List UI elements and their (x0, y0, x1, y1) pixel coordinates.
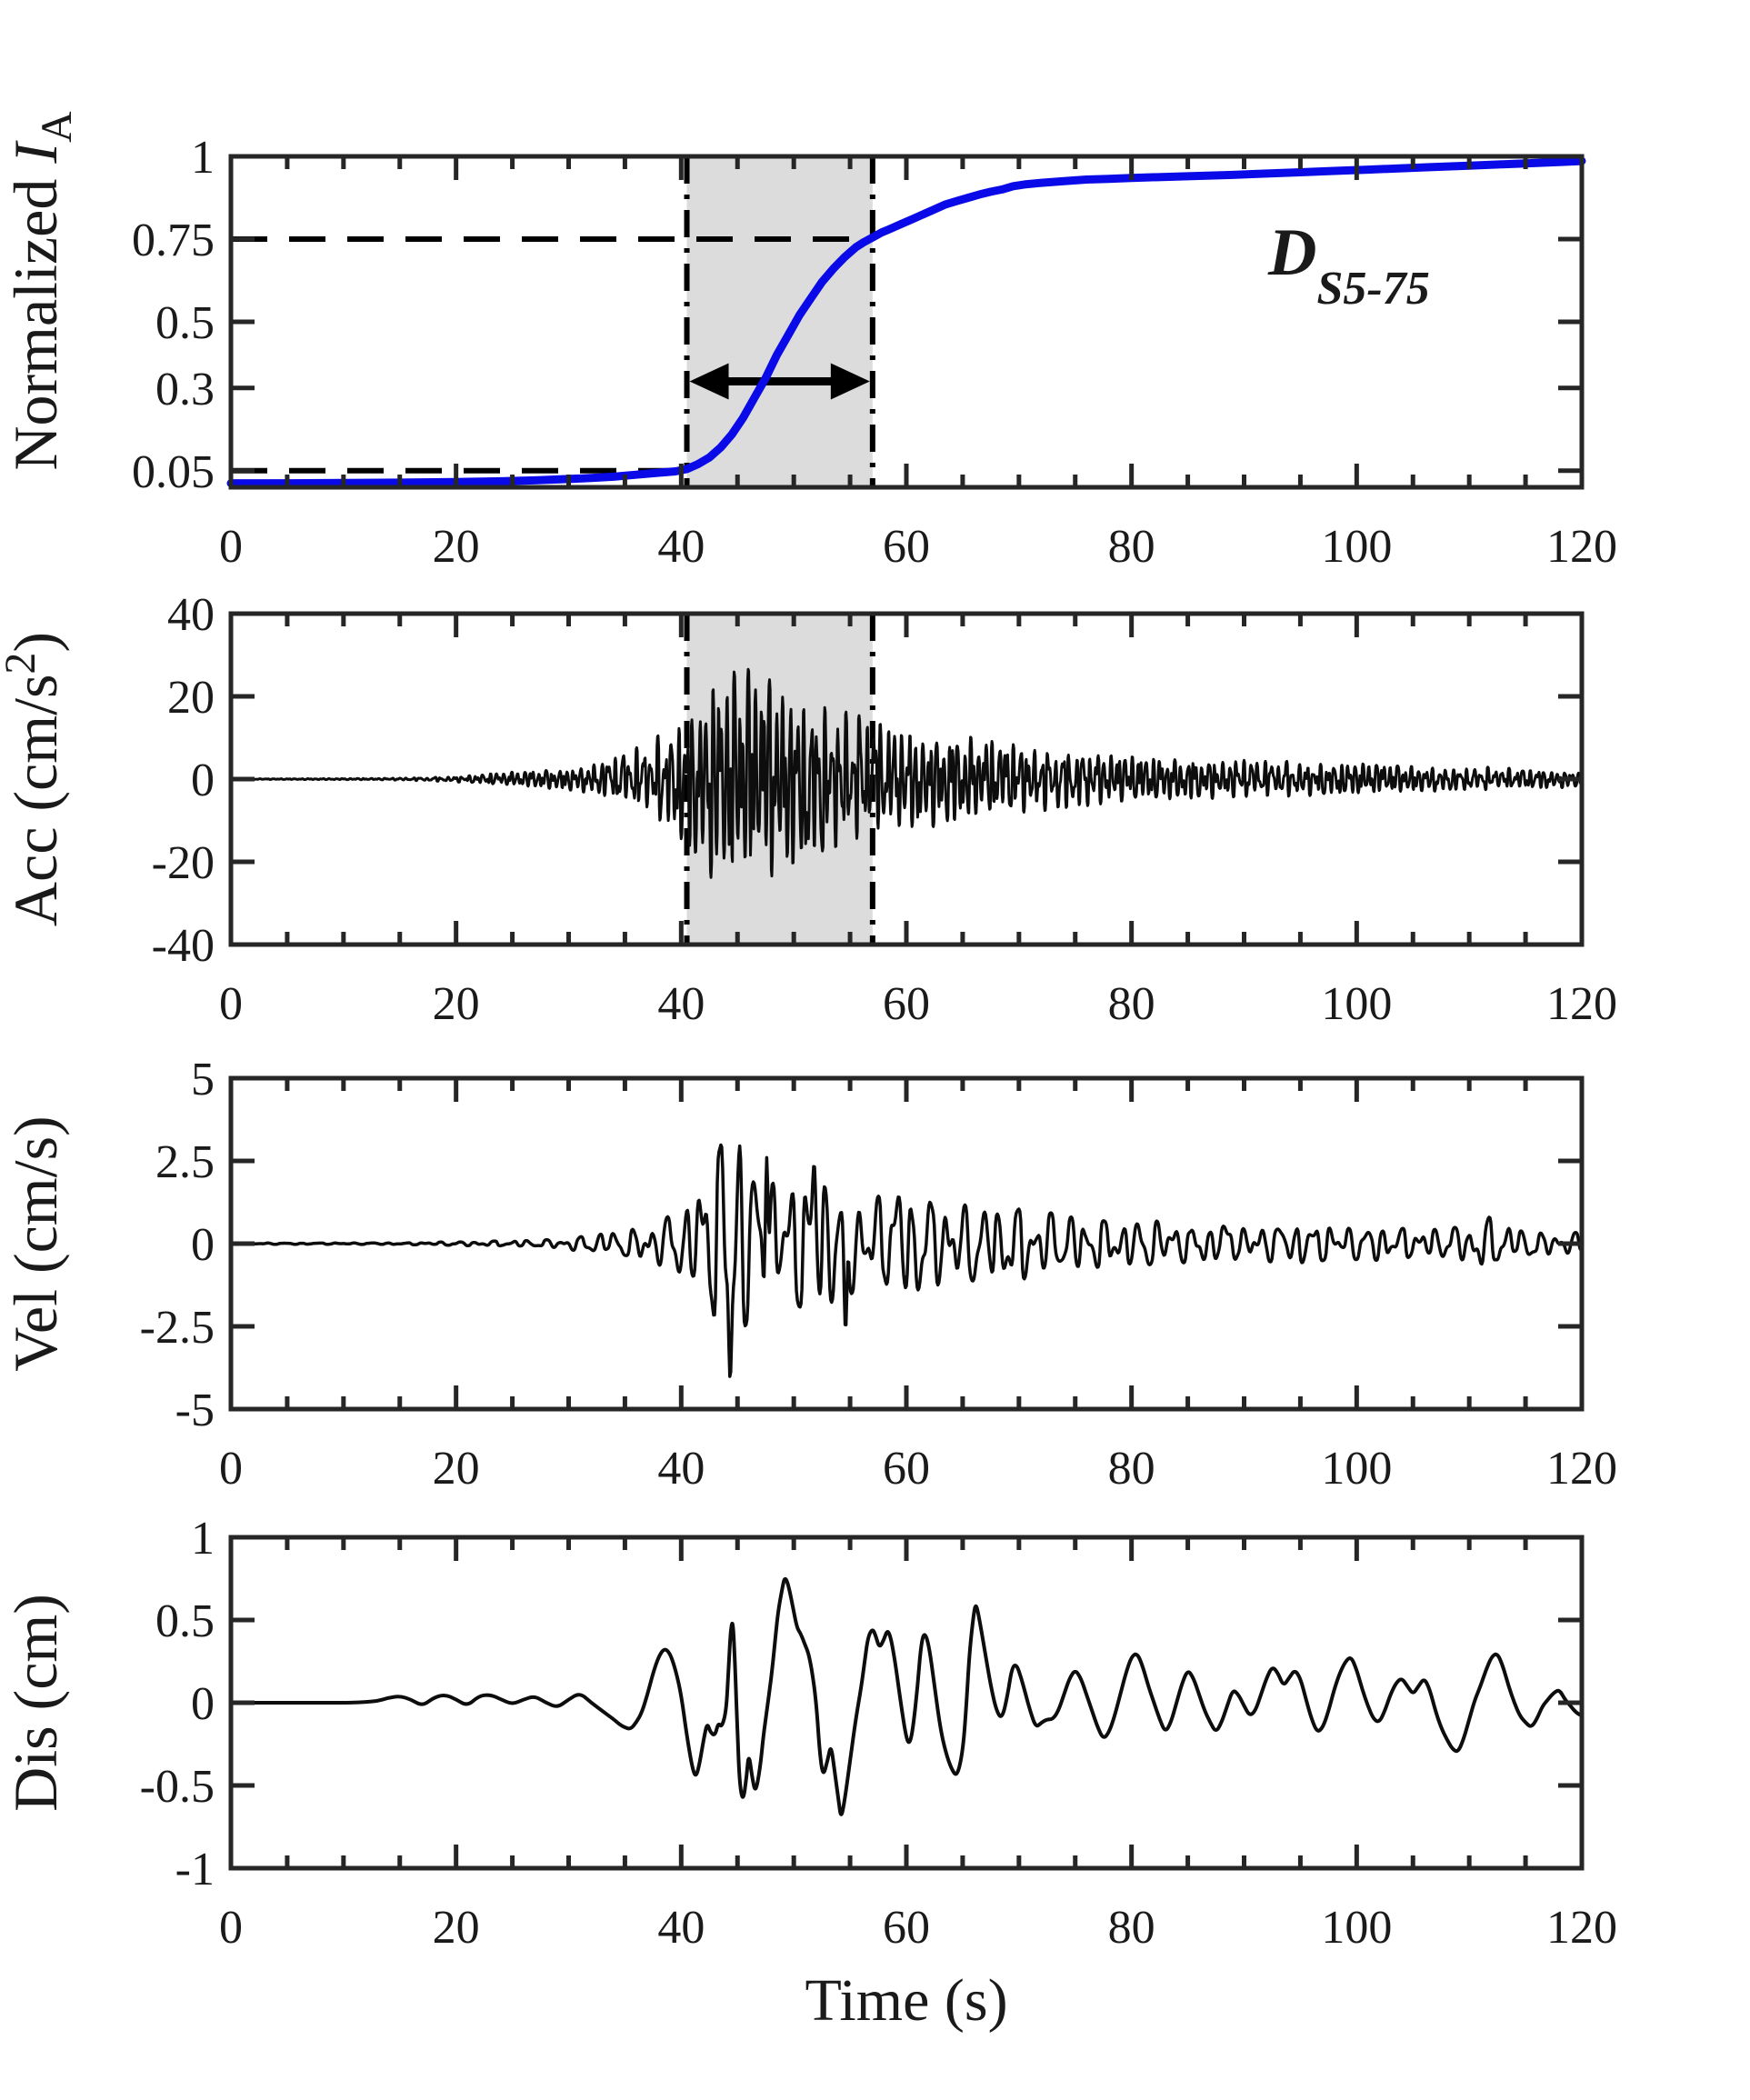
plot-box (228, 154, 1585, 490)
duration-label-subscript: S5-75 (1316, 263, 1429, 315)
y-tick-label: 0.75 (132, 215, 215, 266)
ylabel2-superscript: 2 (0, 653, 45, 675)
duration-arrow-right-head (830, 363, 870, 400)
y-tick-label: 1 (191, 1513, 215, 1565)
y-tick-label: 20 (167, 672, 215, 724)
y-axis-label-vel: Vel (cm/s) (1, 1115, 70, 1371)
x-tick-label: 20 (433, 978, 480, 1030)
x-tick-label: 0 (219, 1902, 243, 1954)
displacement-trace (229, 1576, 1584, 1816)
y-axis-label-acc: Acc (cm/s2) (0, 632, 70, 926)
x-tick-label: 40 (657, 521, 705, 573)
y-tick-label: 1 (191, 132, 215, 184)
ylabel2-close: ) (1, 632, 70, 653)
y-tick-label: -1 (175, 1844, 215, 1895)
x-tick-label: 80 (1108, 1443, 1155, 1495)
y-tick-label: 5 (191, 1054, 215, 1105)
x-tick-label: 120 (1546, 1902, 1617, 1954)
y-tick-label: -0.5 (140, 1761, 215, 1813)
x-tick-label: 20 (433, 1902, 480, 1954)
y-tick-label: -5 (175, 1385, 215, 1436)
duration-label-main: D (1267, 215, 1316, 290)
velocity-trace (229, 1143, 1584, 1378)
y-tick-label: 0.3 (155, 364, 215, 415)
x-tick-label: 100 (1321, 521, 1392, 573)
x-tick-label: 20 (433, 1443, 480, 1495)
x-tick-label: 120 (1546, 978, 1617, 1030)
y-axis-label-normalized-ia: Normalized IA (1, 111, 81, 471)
x-tick-label: 60 (883, 521, 930, 573)
shaded-significant-duration-region (686, 156, 873, 487)
ylabel1-italic: I (1, 140, 70, 165)
x-tick-label: 60 (883, 1443, 930, 1495)
normalized-arias-intensity (226, 156, 1586, 488)
y-axis-label-dis: Dis (cm) (1, 1594, 70, 1812)
y-tick-label: 0.05 (132, 446, 215, 498)
y-tick-label: -20 (152, 837, 215, 889)
ylabel1-main: Normalized (1, 164, 70, 471)
x-tick-label: 0 (219, 1443, 243, 1495)
y-tick-label: 0.5 (155, 1595, 215, 1647)
y-tick-label: 0.5 (155, 297, 215, 349)
ylabel2-main: Acc (cm/s (1, 675, 70, 927)
x-tick-label: 120 (1546, 1443, 1617, 1495)
x-tick-label: 40 (657, 1443, 705, 1495)
x-tick-label: 40 (657, 1902, 705, 1954)
y-tick-label: -40 (152, 920, 215, 972)
duration-arrow-left-head (689, 363, 729, 400)
x-tick-label: 100 (1321, 978, 1392, 1030)
x-tick-label: 80 (1108, 1902, 1155, 1954)
y-tick-label: 0 (191, 755, 215, 806)
x-tick-label: 120 (1546, 521, 1617, 573)
x-tick-label: 0 (219, 978, 243, 1030)
x-tick-label: 80 (1108, 978, 1155, 1030)
plot-box (228, 1535, 1585, 1871)
x-tick-label: 60 (883, 978, 930, 1030)
x-tick-label: 0 (219, 521, 243, 573)
x-tick-label: 100 (1321, 1902, 1392, 1954)
y-tick-label: -2.5 (140, 1302, 215, 1354)
x-tick-label: 100 (1321, 1443, 1392, 1495)
y-tick-label: 0 (191, 1219, 215, 1271)
x-tick-label: 60 (883, 1902, 930, 1954)
y-tick-label: 0 (191, 1678, 215, 1730)
x-tick-label: 40 (657, 978, 705, 1030)
y-tick-label: 40 (167, 589, 215, 641)
ylabel1-subscript: A (33, 111, 81, 143)
y-tick-label: 2.5 (155, 1136, 215, 1188)
subplot-acceleration-trace: 0 20 40 60 80 100 120 -40 -20 0 20 40 (152, 589, 1617, 1030)
subplot-velocity-trace: 0 20 40 60 80 100 120 -5 -2.5 0 2.5 5 (140, 1054, 1617, 1495)
subplot-normalized-arias-intensity: 0 20 40 60 80 100 120 0.05 0.3 0.5 0.75 1 (132, 132, 1617, 573)
x-axis-label-time: Time (s) (805, 1967, 1007, 2034)
subplot-displacement-trace: 0 20 40 60 80 100 120 -1 -0.5 0 0.5 1 (140, 1513, 1617, 1954)
x-tick-label: 80 (1108, 521, 1155, 573)
acceleration-trace (229, 667, 1584, 879)
duration-label: DS5-75 (1267, 215, 1430, 315)
x-tick-label: 20 (433, 521, 480, 573)
